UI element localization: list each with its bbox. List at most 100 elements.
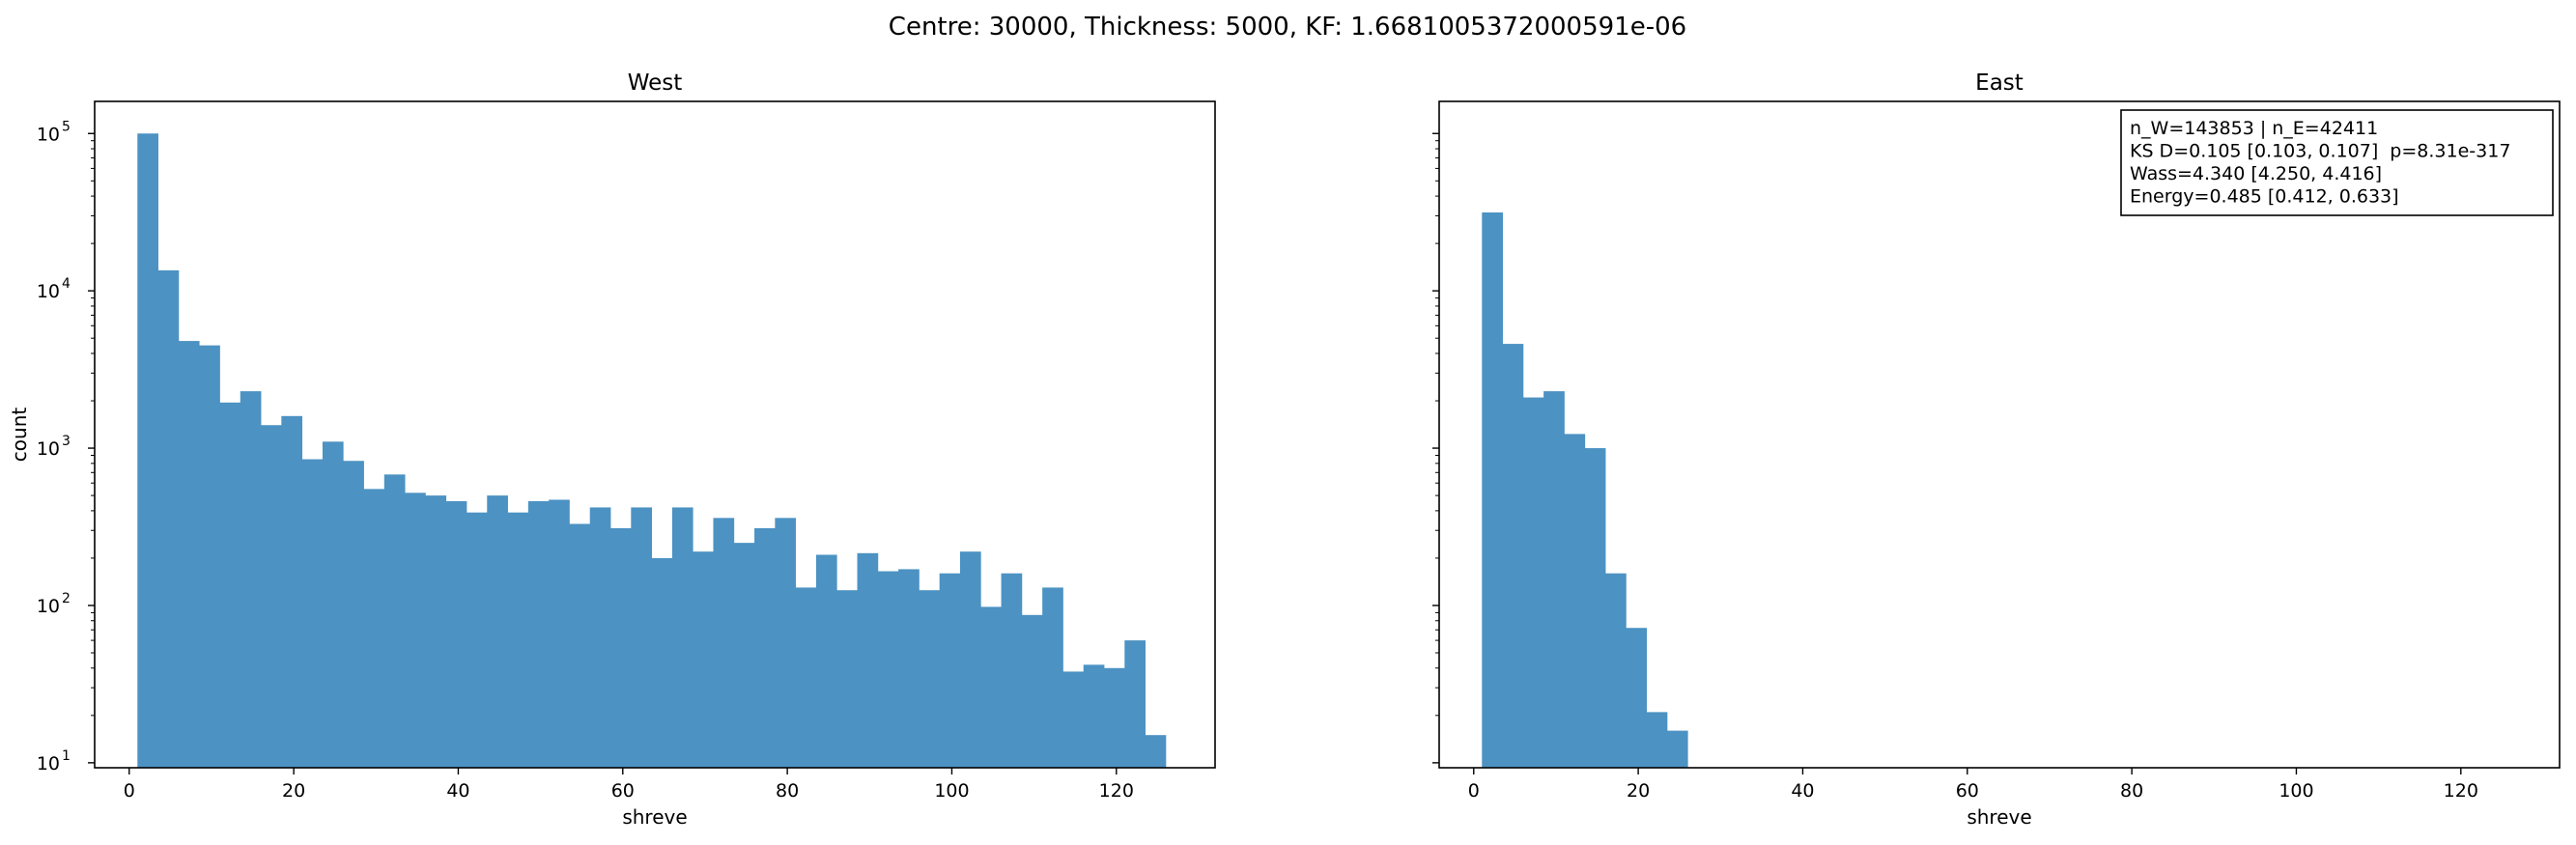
histogram-bar — [959, 551, 981, 768]
subplot-title: East — [1975, 70, 2024, 96]
histogram-bar — [1001, 573, 1023, 768]
x-tick-label: 80 — [776, 780, 799, 802]
histogram-bar — [754, 527, 776, 768]
histogram-bar — [527, 501, 550, 768]
histogram-bar — [445, 501, 467, 768]
histogram-bar — [693, 551, 714, 768]
x-axis-label: shreve — [622, 805, 687, 829]
histogram-bar — [589, 507, 611, 768]
histogram-bar — [1502, 344, 1524, 768]
histogram-bar — [466, 512, 488, 768]
x-axis-label: shreve — [1967, 805, 2031, 829]
histogram-bar — [671, 507, 694, 768]
x-tick-label: 120 — [2444, 780, 2478, 802]
histogram-bar — [651, 557, 673, 768]
histogram-bar — [261, 425, 282, 768]
histogram-bar — [363, 489, 385, 768]
histogram-bar — [405, 493, 426, 768]
histogram-bar — [178, 341, 200, 768]
histogram-bars — [137, 133, 1167, 768]
stats-annotation-line: Wass=4.340 [4.250, 4.416] — [2130, 163, 2382, 184]
histogram-bars — [1482, 211, 1688, 769]
histogram-bar — [1646, 712, 1668, 768]
east-panel: 0 20 40 60 80 100 120 East shreve n_W=143853 | n_… — [1432, 70, 2561, 829]
figure-suptitle: Centre: 30000, Thickness: 5000, KF: 1.66… — [889, 13, 1686, 42]
histogram-bar — [795, 587, 817, 768]
x-tick-label: 80 — [2120, 780, 2143, 802]
histogram-bar — [1605, 573, 1627, 768]
histogram-bar — [815, 554, 837, 768]
histogram-bar — [631, 507, 652, 768]
histogram-bar — [549, 499, 570, 768]
axes-frame — [1438, 100, 2561, 769]
histogram-bar — [487, 495, 508, 768]
x-tick-label: 40 — [446, 780, 469, 802]
histogram-bar — [857, 552, 879, 768]
histogram-bar — [1626, 628, 1648, 768]
y-tick-exponent: 5 — [62, 119, 71, 134]
histogram-bar — [157, 269, 180, 768]
histogram-bar — [199, 345, 220, 768]
histogram-bar — [980, 606, 1002, 768]
histogram-bar — [1666, 730, 1688, 768]
histogram-bar — [733, 543, 755, 768]
x-tick-label: 0 — [124, 780, 135, 802]
histogram-bar — [939, 573, 961, 768]
stats-annotation-box — [2120, 109, 2554, 216]
histogram-bar — [240, 391, 262, 768]
histogram-bar — [713, 518, 735, 768]
subplot-title: West — [628, 70, 683, 96]
y-tick-label: 10 — [37, 124, 60, 145]
y-tick-exponent: 1 — [62, 748, 71, 764]
histogram-bar — [1021, 614, 1043, 768]
y-tick-label: 10 — [37, 438, 60, 460]
histogram-bar — [775, 518, 797, 768]
histogram-bar — [343, 461, 364, 768]
histogram-bar — [898, 569, 920, 768]
x-tick-label: 120 — [1099, 780, 1134, 802]
histogram-bar — [301, 459, 324, 768]
histogram-bar — [877, 571, 899, 768]
x-tick-label: 40 — [1791, 780, 1814, 802]
histogram-bar — [569, 523, 591, 768]
x-tick-label: 20 — [282, 780, 305, 802]
y-tick-label: 10 — [37, 281, 60, 302]
histogram-bar — [1543, 391, 1565, 768]
x-tick-label: 60 — [1956, 780, 1979, 802]
histogram-bar — [1104, 667, 1125, 768]
histogram-bar — [1482, 211, 1503, 769]
y-tick-exponent: 3 — [62, 434, 71, 449]
histogram-bar — [1124, 640, 1146, 768]
y-tick-label: 10 — [37, 753, 60, 775]
x-tick-label: 100 — [2279, 780, 2313, 802]
histogram-bar — [1584, 448, 1606, 768]
y-tick-exponent: 4 — [62, 276, 71, 292]
stats-annotation-line: n_W=143853 | n_E=42411 — [2130, 118, 2378, 139]
histogram-bar — [1522, 397, 1544, 768]
histogram-bar — [507, 512, 529, 768]
histogram-bar — [1083, 664, 1105, 768]
histogram-bar — [610, 527, 632, 768]
stats-annotation-line: KS D=0.105 [0.103, 0.107] p=8.31e-317 — [2130, 141, 2510, 162]
x-tick-label: 100 — [934, 780, 969, 802]
histogram-bar — [1042, 587, 1063, 768]
histogram-bar — [1564, 434, 1586, 768]
histogram-bar — [219, 402, 241, 768]
y-tick-label: 10 — [37, 596, 60, 617]
y-tick-exponent: 2 — [62, 591, 71, 606]
histogram-bar — [281, 415, 303, 768]
histogram-bar — [383, 474, 406, 768]
histogram-bar — [836, 590, 858, 768]
x-tick-label: 60 — [611, 780, 635, 802]
axes-frame — [94, 100, 1216, 769]
histogram-bar — [1145, 735, 1167, 768]
histogram-bar — [137, 133, 158, 768]
stats-annotation-line: Energy=0.485 [0.412, 0.633] — [2130, 186, 2399, 208]
x-tick-label: 20 — [1627, 780, 1650, 802]
histogram-bar — [1062, 671, 1085, 768]
y-axis-label: count — [8, 408, 31, 463]
histogram-bar — [425, 495, 447, 768]
histogram-bar — [919, 590, 941, 768]
